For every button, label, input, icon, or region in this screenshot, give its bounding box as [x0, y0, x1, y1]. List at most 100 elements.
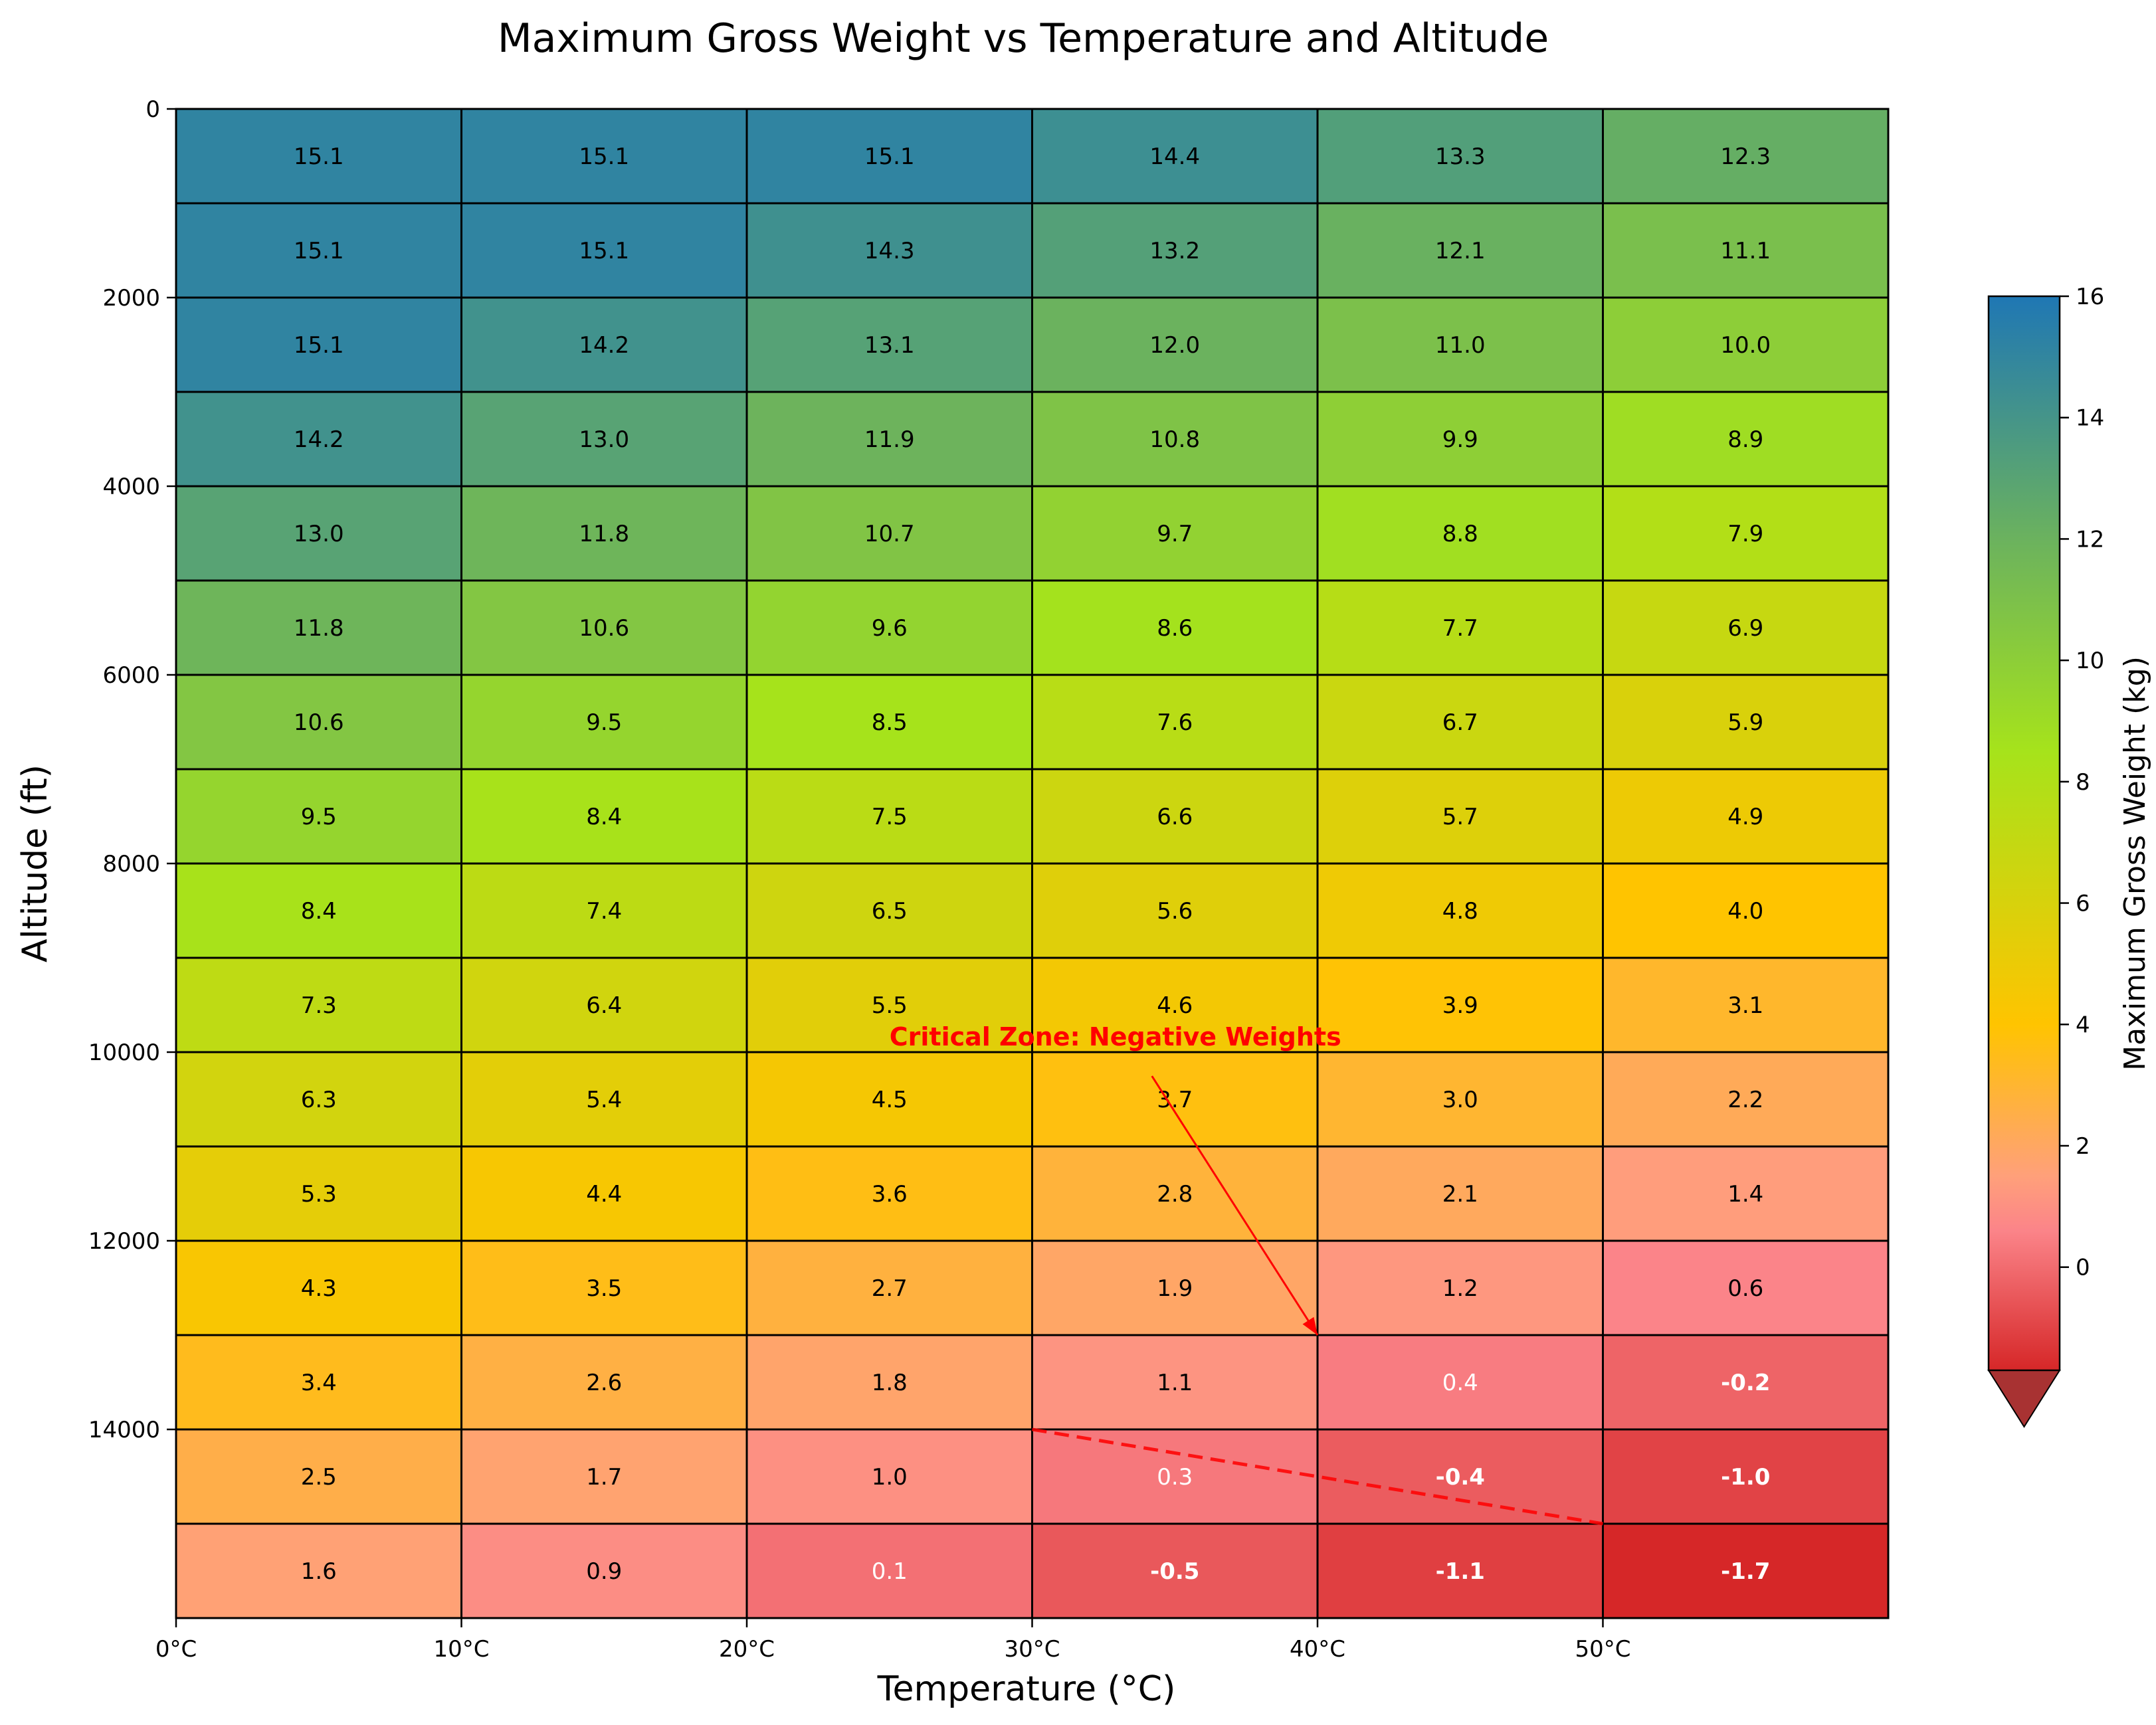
heatmap-cell [175, 1051, 462, 1148]
cell-value-label: 8.6 [1157, 615, 1193, 642]
colorbar-tick-label: 0 [2076, 1255, 2090, 1281]
heatmap-cell [1602, 1334, 1890, 1431]
cell-value-label: 5.4 [586, 1087, 622, 1113]
cell-value-label: 8.8 [1442, 521, 1478, 547]
x-axis: 0°C 10°C 20°C 30°C 40°C 50°C [155, 1618, 1631, 1663]
cell-value-label: 11.1 [1720, 238, 1771, 264]
heatmap-cell [1316, 1334, 1604, 1431]
cell-value-label: 4.4 [586, 1181, 622, 1208]
heatmap-cell [460, 391, 748, 488]
x-tick-label: 10°C [433, 1636, 489, 1663]
y-axis: 0 2000 4000 6000 8000 10000 12000 14000 [88, 96, 176, 1443]
heatmap-cell [1316, 1239, 1604, 1336]
cell-value-label: 15.1 [294, 238, 344, 264]
cell-value-label: 4.9 [1727, 804, 1763, 830]
cell-value-label: 7.9 [1727, 521, 1763, 547]
cell-value-label: 11.0 [1435, 332, 1486, 359]
heatmap-cell [460, 956, 748, 1053]
cell-value-label: 12.0 [1149, 332, 1200, 359]
colorbar-tick-label: 8 [2076, 769, 2090, 796]
heatmap-cell [1602, 1051, 1890, 1148]
heatmap-cell [175, 391, 462, 488]
cell-value-label: 3.0 [1442, 1087, 1478, 1113]
boundary-dashed-line [1032, 1427, 1603, 1526]
cell-value-label: 13.0 [294, 521, 344, 547]
heatmap-cell [745, 1334, 1033, 1431]
heatmap-cell [1031, 202, 1319, 299]
heatmap-cell [175, 1145, 462, 1242]
heatmap-cell [1316, 862, 1604, 959]
colorbar-tick-label: 16 [2076, 284, 2104, 310]
heatmap-cell [1031, 1145, 1319, 1242]
cell-value-label: 2.2 [1727, 1087, 1763, 1113]
cell-value-label: 11.8 [294, 615, 344, 642]
heatmap-cell [1602, 202, 1890, 299]
cell-value-label: 1.7 [586, 1464, 622, 1491]
cell-value-label: 0.9 [586, 1558, 622, 1585]
heatmap-cell [745, 1145, 1033, 1242]
cell-value-label: 1.6 [301, 1558, 337, 1585]
colorbar-extend-min [1987, 1370, 2061, 1428]
heatmap-cell [1031, 108, 1319, 205]
cell-value-label: -1.1 [1436, 1558, 1485, 1585]
cell-value-label: 9.9 [1442, 426, 1478, 453]
heatmap-cell [175, 108, 462, 205]
cell-value-label: 3.4 [301, 1370, 337, 1396]
cell-value-label: 14.4 [1149, 143, 1200, 170]
cell-value-label: 1.9 [1157, 1275, 1193, 1302]
cell-value-label: 14.3 [864, 238, 915, 264]
cell-value-label: 10.7 [864, 521, 915, 547]
cell-value-label: 6.4 [586, 992, 622, 1019]
heatmap-cell [745, 768, 1033, 865]
heatmap-cell [1602, 579, 1890, 676]
cell-value-label: 2.1 [1442, 1181, 1478, 1208]
cell-value-label: 12.3 [1720, 143, 1771, 170]
cell-value-label: 11.8 [579, 521, 629, 547]
x-axis-label: Temperature (°C) [877, 1669, 1176, 1709]
cell-value-label: 10.6 [579, 615, 629, 642]
colorbar-label: Maximum Gross Weight (kg) [2118, 656, 2152, 1071]
colorbar-tick-label: 6 [2076, 891, 2090, 917]
x-tick-label: 20°C [719, 1636, 775, 1663]
heatmap-cell [1031, 768, 1319, 865]
cell-value-label: 15.1 [579, 143, 629, 170]
heatmap-cell [460, 296, 748, 393]
colorbar-tick-label: 2 [2076, 1133, 2090, 1160]
cell-value-label: 0.6 [1727, 1275, 1763, 1302]
heatmap-cell [1031, 1051, 1319, 1148]
colorbar-frame [1987, 295, 2061, 1372]
heatmap-cell [1602, 862, 1890, 959]
cell-value-label: 12.1 [1435, 238, 1486, 264]
y-tick-label: 8000 [102, 851, 160, 877]
heatmap-cell [1602, 1145, 1890, 1242]
cell-value-label: 5.3 [301, 1181, 337, 1208]
colorbar-tick-label: 10 [2076, 648, 2104, 674]
cell-value-label: 0.3 [1157, 1464, 1193, 1491]
cell-value-label: 9.5 [586, 709, 622, 736]
cell-value-label: 5.6 [1157, 898, 1193, 925]
colorbar-tick-label: 12 [2076, 526, 2104, 553]
cell-value-label: 9.6 [872, 615, 908, 642]
x-tick-label: 50°C [1575, 1636, 1630, 1663]
heatmap-cell [460, 674, 748, 771]
heatmap-cell [1031, 1428, 1319, 1525]
y-tick-label: 0 [146, 96, 160, 123]
cell-value-label: 5.9 [1727, 709, 1763, 736]
heatmap-cell [1031, 485, 1319, 582]
cell-value-label: 14.2 [579, 332, 629, 359]
cell-value-label: 1.8 [872, 1370, 908, 1396]
heatmap-cell [1031, 296, 1319, 393]
cell-value-label: 2.8 [1157, 1181, 1193, 1208]
colorbar: 0 2 4 6 8 10 12 14 16 Maximum Gross Weight (kg) [1987, 284, 2152, 1428]
heatmap-cell [745, 391, 1033, 488]
heatmap-cell [1316, 296, 1604, 393]
cell-value-label: 6.3 [301, 1087, 337, 1113]
cell-value-label: 9.7 [1157, 521, 1193, 547]
heatmap-cell [1316, 956, 1604, 1053]
chart-title: Maximum Gross Weight vs Temperature and … [498, 15, 1549, 62]
cell-value-label: 7.4 [586, 898, 622, 925]
heatmap-cell [460, 1239, 748, 1336]
cell-value-label: -0.5 [1150, 1558, 1199, 1585]
cell-value-label: 5.7 [1442, 804, 1478, 830]
